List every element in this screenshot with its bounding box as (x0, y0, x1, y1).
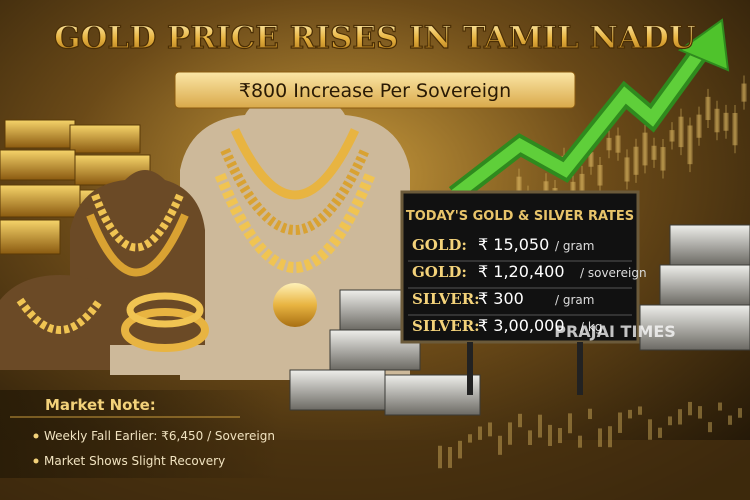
bullet (33, 458, 39, 464)
candle-body (538, 414, 542, 438)
candle-body (624, 157, 630, 182)
candle-body (618, 412, 622, 433)
candle-body (642, 132, 648, 166)
price-unit: / kg (580, 320, 602, 334)
metal-label: SILVER: (412, 317, 480, 335)
bullet (33, 433, 39, 439)
candle-body (633, 146, 639, 175)
candle-body (588, 408, 592, 420)
candle-body (648, 419, 652, 440)
candle-body (660, 147, 666, 171)
candle-body (688, 401, 692, 416)
price-unit: / sovereign (580, 266, 647, 280)
candle-body (669, 130, 675, 142)
candle-body (728, 415, 732, 425)
candle-body (568, 413, 572, 434)
candle-body (448, 447, 452, 468)
candle-body (714, 108, 720, 133)
candle-body (458, 440, 462, 459)
candle-body (608, 426, 612, 448)
candle-body (738, 408, 742, 418)
metal-label: SILVER: (412, 290, 480, 308)
candle-body (597, 164, 603, 186)
price: ₹ 15,050 (478, 235, 549, 254)
candle-body (708, 422, 712, 433)
note-item: Market Shows Slight Recovery (44, 454, 225, 468)
metal-label: GOLD: (412, 263, 467, 281)
candle-body (498, 435, 502, 455)
candle-body (468, 434, 472, 443)
candle-body (606, 137, 612, 151)
candle-body (698, 406, 702, 419)
market-note: Market Note: Weekly Fall Earlier: ₹6,450… (0, 390, 280, 478)
watermark: PRAJAI TIMES (554, 322, 676, 341)
candle-body (678, 116, 684, 148)
note-title: Market Note: (45, 396, 156, 414)
subtitle-banner (174, 71, 576, 109)
candle-body (478, 426, 482, 440)
headline: GOLD PRICE RISES IN TAMIL NADU (54, 20, 696, 56)
candle-body (687, 125, 693, 165)
candle-body (723, 112, 729, 131)
candle-body (741, 83, 747, 102)
metal-label: GOLD: (412, 236, 467, 254)
board-title: TODAY'S GOLD & SILVER RATES (406, 209, 634, 224)
candle-body (705, 96, 711, 121)
note-item: Weekly Fall Earlier: ₹6,450 / Sovereign (44, 429, 275, 443)
price: ₹ 1,20,400 (478, 262, 565, 281)
candle-body (558, 428, 562, 444)
candle-body (668, 416, 672, 426)
candle-body (696, 114, 702, 138)
price: ₹ 300 (478, 289, 524, 308)
price-unit: / gram (555, 239, 594, 253)
candle-body (588, 152, 594, 167)
candle-body (548, 424, 552, 446)
price: ₹ 3,00,000 (478, 316, 565, 335)
candle-body (598, 428, 602, 447)
subtitle: ₹800 Increase Per Sovereign (239, 80, 511, 102)
candle-body (732, 112, 738, 146)
candle-body (718, 402, 722, 411)
candle-body (651, 145, 657, 160)
silver-bars (289, 224, 750, 416)
candle-body (638, 406, 642, 415)
candle-body (438, 445, 442, 469)
candle-body (658, 427, 662, 438)
candle-body (528, 430, 532, 445)
candle-body (678, 409, 682, 425)
candle-body (578, 435, 582, 448)
candle-body (508, 422, 512, 445)
rates-board: TODAY'S GOLD & SILVER RATES GOLD: ₹ 15,05… (400, 190, 647, 395)
rising-arrow (448, 18, 730, 203)
price-unit: / gram (555, 293, 594, 307)
candle-body (615, 135, 621, 153)
candle-body (518, 413, 522, 428)
candle-body (628, 409, 632, 419)
candle-body (579, 173, 585, 201)
candle-body (488, 422, 492, 437)
